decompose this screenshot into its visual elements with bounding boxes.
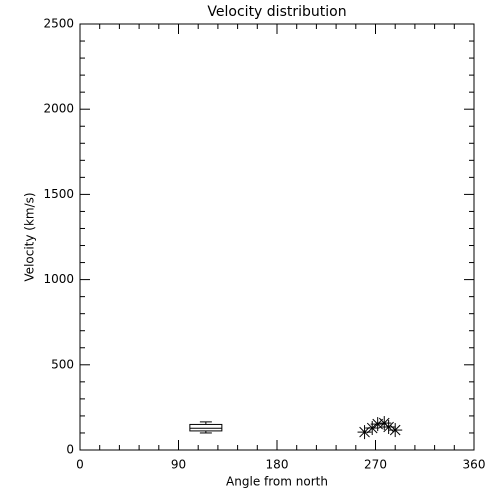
asterisk-stroke bbox=[372, 418, 383, 430]
y-tick-label: 0 bbox=[66, 443, 74, 457]
y-tick-label: 2000 bbox=[43, 102, 74, 116]
x-axis-label: Angle from north bbox=[226, 475, 328, 489]
asterisk-stroke bbox=[389, 424, 401, 436]
x-tick-label: 360 bbox=[463, 458, 486, 472]
x-tick-label: 90 bbox=[171, 458, 186, 472]
x-tick-label: 180 bbox=[266, 458, 289, 472]
x-tick-label: 270 bbox=[364, 458, 387, 472]
box bbox=[189, 423, 223, 432]
asterisk-point bbox=[370, 417, 385, 432]
y-tick-label: 1500 bbox=[43, 187, 74, 201]
y-tick-label: 2500 bbox=[43, 17, 74, 31]
asterisk-point bbox=[357, 425, 372, 440]
asterisk-stroke bbox=[359, 426, 370, 438]
y-tick-label: 1000 bbox=[43, 272, 74, 286]
y-axis-label: Velocity (km/s) bbox=[23, 192, 37, 281]
asterisk-stroke bbox=[366, 422, 378, 434]
asterisk-stroke bbox=[383, 421, 394, 433]
x-tick-label: 0 bbox=[76, 458, 84, 472]
asterisk-point bbox=[388, 423, 403, 438]
y-tick-label: 500 bbox=[51, 357, 74, 371]
chart-title: Velocity distribution bbox=[207, 4, 346, 20]
asterisk-point bbox=[365, 421, 380, 436]
